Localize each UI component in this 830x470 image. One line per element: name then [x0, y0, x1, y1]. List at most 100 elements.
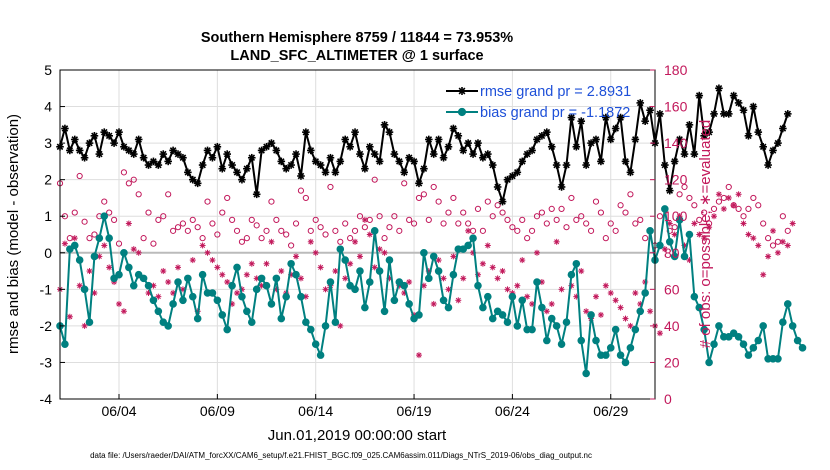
asterisk-stroke — [568, 114, 575, 121]
rmse-point — [474, 139, 482, 147]
asterisk-stroke — [135, 136, 142, 143]
asterisk-stroke — [204, 147, 211, 154]
bias-point — [710, 340, 718, 348]
obs-evaluated-point — [234, 289, 241, 296]
bias-point — [464, 241, 472, 250]
obs-possible-point — [155, 216, 162, 223]
bias-point — [611, 325, 620, 334]
rmse-point — [385, 128, 394, 136]
obs-possible-point — [592, 198, 600, 205]
obs-possible-point — [671, 224, 678, 231]
obs-possible-point — [465, 220, 472, 227]
rmse-point — [513, 168, 522, 177]
x-tick-label: 06/29 — [593, 403, 628, 419]
asterisk-stroke — [253, 190, 260, 198]
asterisk-stroke — [725, 110, 733, 118]
rmse-point — [164, 157, 172, 166]
asterisk-stroke — [249, 261, 255, 267]
asterisk-stroke — [312, 158, 320, 165]
bias-point — [685, 230, 694, 239]
bias-point — [641, 289, 649, 297]
rmse-point — [626, 168, 635, 177]
obs-evaluated-point — [465, 227, 472, 234]
asterisk-stroke — [495, 275, 501, 281]
rmse-point — [597, 157, 605, 166]
asterisk-stroke — [361, 165, 369, 173]
asterisk-stroke — [641, 117, 649, 125]
obs-evaluated-point — [106, 264, 113, 271]
obs-possible-point — [224, 194, 231, 202]
obs-evaluated-point — [755, 242, 762, 249]
bias-point — [336, 245, 345, 253]
asterisk-stroke — [170, 290, 176, 296]
y-right-tick-label: 160 — [664, 99, 688, 115]
bias-point — [695, 303, 704, 312]
obs-evaluated-point — [607, 289, 614, 296]
rmse-point — [479, 153, 487, 162]
obs-possible-point — [484, 198, 491, 205]
bias-point — [233, 263, 241, 272]
bias-point — [577, 336, 586, 345]
asterisk-stroke — [228, 161, 236, 169]
obs-possible-point — [332, 227, 339, 234]
rmse-point — [636, 99, 645, 107]
obs-evaluated-point — [406, 279, 413, 286]
obs-evaluated-point — [661, 246, 668, 253]
asterisk-stroke — [120, 143, 128, 151]
obs-possible-point — [514, 227, 521, 234]
obs-evaluated-point — [701, 235, 708, 242]
asterisk-stroke — [736, 191, 742, 197]
bias-point — [90, 252, 99, 261]
obs-possible-point — [425, 216, 432, 223]
asterisk-stroke — [523, 150, 531, 158]
rmse-point — [724, 110, 733, 118]
legend-bias-label: bias grand pr = -1.1872 — [480, 105, 630, 121]
asterisk-stroke — [706, 224, 712, 230]
bias-point — [139, 274, 148, 283]
asterisk-stroke — [190, 257, 196, 263]
obs-evaluated-point — [553, 238, 560, 245]
asterisk-stroke — [672, 231, 678, 238]
bias-point — [759, 322, 767, 330]
asterisk-stroke — [214, 264, 220, 270]
obs-evaluated-point — [519, 257, 526, 264]
rmse-point — [174, 150, 182, 158]
asterisk-stroke — [518, 158, 526, 165]
bias-point — [656, 241, 664, 250]
rmse-point — [390, 150, 399, 158]
asterisk-stroke — [209, 154, 216, 162]
bias-point — [538, 303, 546, 312]
asterisk-stroke — [224, 279, 230, 285]
asterisk-stroke — [750, 235, 756, 241]
asterisk-stroke — [273, 147, 280, 154]
bias-point — [636, 307, 645, 316]
rmse-point — [567, 113, 576, 122]
y-tick-label: -4 — [40, 391, 53, 407]
rmse-point — [277, 157, 286, 166]
rmse-point — [759, 142, 767, 151]
asterisk-stroke — [175, 264, 181, 270]
obs-possible-point — [312, 216, 319, 223]
bias-point — [425, 274, 433, 283]
obs-evaluated-point — [627, 322, 634, 329]
asterisk-stroke — [169, 147, 177, 154]
asterisk-stroke — [131, 246, 137, 252]
y-right-tick-label: 80 — [664, 245, 680, 261]
asterisk-stroke — [750, 103, 757, 110]
bias-point — [562, 318, 571, 327]
obs-evaluated-point — [317, 264, 324, 271]
obs-evaluated-point — [602, 282, 609, 289]
obs-possible-point — [784, 227, 791, 234]
asterisk-stroke — [711, 213, 717, 219]
asterisk-stroke — [646, 106, 654, 114]
bias-point — [488, 314, 497, 323]
asterisk-stroke — [656, 110, 664, 118]
asterisk-stroke — [504, 286, 510, 292]
obs-possible-point — [209, 220, 216, 227]
asterisk-stroke — [553, 161, 560, 169]
asterisk-stroke — [691, 150, 698, 158]
obs-evaluated-point — [617, 304, 624, 311]
asterisk-stroke — [458, 87, 466, 95]
obs-evaluated-point — [765, 253, 772, 260]
